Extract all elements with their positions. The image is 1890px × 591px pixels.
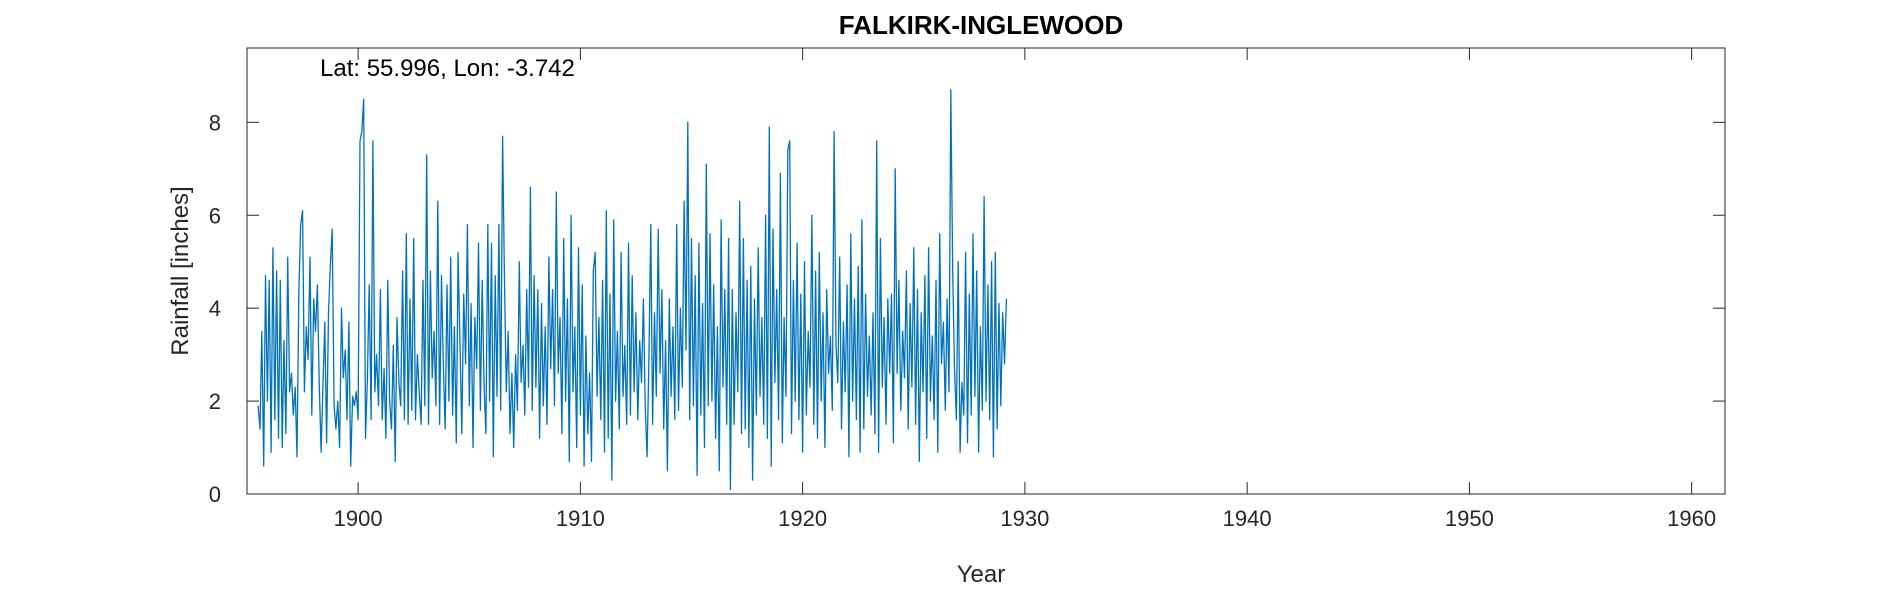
x-tick-label: 1910 (556, 506, 605, 531)
rainfall-series-line (257, 89, 1008, 491)
x-tick-label: 1960 (1667, 506, 1716, 531)
x-tick-label: 1900 (334, 506, 383, 531)
x-axis-title: Year (957, 561, 1006, 588)
x-tick-label: 1930 (1000, 506, 1049, 531)
x-tick-label: 1950 (1445, 506, 1494, 531)
axis-ticks (247, 48, 1725, 495)
x-tick-label: 1940 (1223, 506, 1272, 531)
y-tick-label: 4 (209, 296, 221, 321)
chart-title: FALKIRK-INGLEWOOD (839, 10, 1124, 40)
y-tick-label: 0 (209, 482, 221, 507)
tick-labels: 1900 1910 1920 1930 1940 1950 1960 0 2 4 6 8 (209, 110, 1716, 531)
x-tick-label: 1920 (778, 506, 827, 531)
y-tick-label: 2 (209, 389, 221, 414)
plot-area (246, 47, 1726, 495)
y-tick-label: 6 (209, 203, 221, 228)
y-axis-title: Rainfall [inches] (167, 186, 194, 355)
location-annotation: Lat: 55.996, Lon: -3.742 (320, 55, 575, 82)
y-tick-label: 8 (209, 110, 221, 135)
